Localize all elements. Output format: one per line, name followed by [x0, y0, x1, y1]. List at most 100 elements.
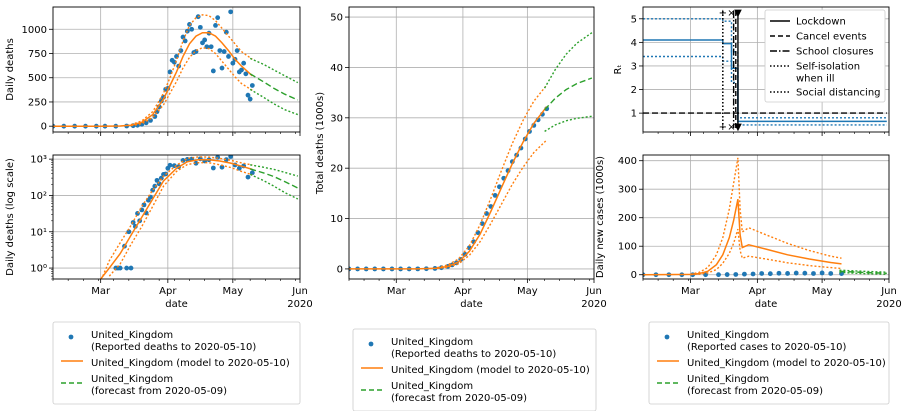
legend-label: (forecast from 2020-05-09) [687, 386, 823, 397]
x-tick-label: Jun [880, 286, 897, 297]
legend-frame [648, 321, 890, 405]
data-point [785, 271, 790, 276]
data-point [221, 49, 227, 54]
data-point [126, 229, 132, 235]
rt-legend-label: when ill [796, 74, 835, 85]
legend-frame [52, 321, 301, 405]
data-point [217, 48, 223, 54]
rt-legend-frame [764, 9, 886, 103]
data-point [223, 157, 229, 163]
series-line [249, 88, 299, 116]
data-point [128, 265, 134, 271]
x-tick-label: Jun [291, 286, 308, 297]
data-point [148, 117, 153, 123]
series-line [437, 139, 548, 270]
legend-label: (Reported cases to 2020-05-10) [687, 342, 846, 353]
data-point [117, 265, 123, 271]
data-point [135, 211, 140, 216]
series-line [100, 158, 253, 279]
legend-frame [352, 328, 597, 411]
rt-legend-label: Self-isolation [796, 62, 860, 73]
series-line [130, 14, 253, 126]
data-point [249, 83, 255, 88]
panel-frame [348, 6, 595, 280]
x-year-label: 2020 [876, 299, 901, 310]
y-tick-label: 40 [330, 63, 343, 74]
y-tick-label: 10² [30, 191, 47, 202]
data-point [215, 15, 221, 21]
data-point [759, 271, 765, 276]
data-point [210, 68, 216, 74]
y-tick-label: 500 [28, 73, 47, 84]
x-year-label: 2020 [581, 299, 606, 310]
data-point [143, 120, 149, 126]
data-point [180, 158, 186, 163]
series-line [250, 164, 298, 177]
data-point [219, 65, 225, 71]
data-point [811, 271, 816, 276]
y-tick-label: 1000 [22, 25, 47, 36]
series-line [249, 173, 299, 200]
intervention-marker: ▼ [734, 8, 742, 19]
y-axis-title: Total deaths (1000s) [315, 92, 326, 195]
data-point [716, 272, 721, 278]
series-line [249, 57, 299, 84]
data-point [245, 92, 251, 98]
series-line [349, 106, 548, 270]
data-point [219, 164, 225, 170]
panel-frame [642, 6, 890, 133]
x-tick-label: May [517, 286, 538, 297]
x-year-label: 2020 [287, 299, 312, 310]
series-line [690, 228, 842, 276]
data-point [189, 26, 195, 32]
intervention-marker: + [719, 122, 727, 133]
y-tick-label: 1 [631, 109, 637, 120]
rt-legend-label: Social distancing [796, 88, 881, 99]
y-tick-label: 300 [618, 185, 637, 196]
data-point [234, 48, 240, 54]
y-tick-label: 200 [618, 213, 637, 224]
legend-label: United_Kingdom (model to 2020-05-10) [91, 358, 290, 369]
legend-label: United_Kingdom [91, 330, 173, 341]
series-line [544, 115, 592, 132]
series-line [544, 77, 593, 111]
y-tick-label: 2 [631, 85, 637, 96]
panel-daily_deaths_log: 10⁰ 10¹ 10² 10³ Mar Apr May Jun 2020 date Daily de… [5, 154, 313, 310]
y-tick-label: 5 [631, 14, 637, 25]
intervention-marker: × [727, 8, 735, 19]
x-axis-title: date [755, 299, 778, 310]
panel-daily_deaths: 0 250 500 750 1000 Daily deaths [5, 6, 301, 136]
series-line [249, 73, 299, 101]
panel-frame [52, 154, 301, 280]
series-line [102, 156, 253, 277]
legend-label: (forecast from 2020-05-09) [391, 393, 527, 404]
x-tick-label: Jun [585, 286, 602, 297]
legend-label: United_Kingdom (model to 2020-05-10) [391, 365, 590, 376]
data-point [733, 272, 739, 277]
data-point [249, 170, 255, 176]
data-point [215, 155, 221, 160]
rt-legend-label: Lockdown [796, 17, 846, 28]
x-tick-label: Apr [159, 286, 177, 297]
y-axis-title: Rₜ [613, 65, 624, 75]
y-tick-label: 10³ [30, 155, 47, 166]
data-point [245, 174, 251, 180]
rt-legend-label: School closures [796, 47, 874, 58]
data-point [193, 160, 199, 166]
intervention-marker: × [727, 122, 735, 133]
y-tick-label: 3 [631, 61, 637, 72]
data-point [152, 114, 158, 119]
legend-swatch-scatter [68, 334, 74, 340]
data-point [226, 54, 231, 59]
data-point [776, 270, 782, 276]
rt-legend-label: Cancel events [796, 32, 867, 43]
data-point [742, 271, 747, 277]
y-tick-label: 30 [330, 113, 343, 124]
x-tick-label: Apr [749, 286, 767, 297]
data-point [802, 270, 808, 276]
data-point [239, 67, 244, 73]
series-line [249, 168, 299, 189]
y-tick-label: 10¹ [30, 227, 47, 238]
